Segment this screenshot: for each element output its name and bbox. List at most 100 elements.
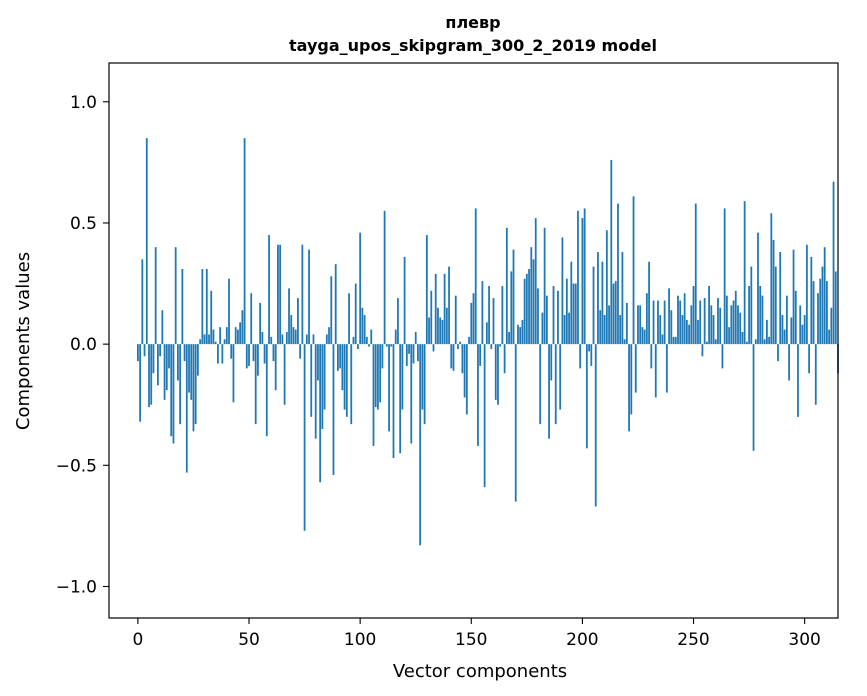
bar xyxy=(403,256,406,345)
bar xyxy=(294,329,297,345)
bar xyxy=(512,249,515,345)
bar xyxy=(337,344,339,371)
bar xyxy=(770,213,773,345)
bar xyxy=(321,344,324,429)
bar xyxy=(343,344,346,410)
bar xyxy=(705,341,708,345)
bar xyxy=(577,210,579,345)
bar xyxy=(717,298,719,345)
bar xyxy=(168,344,170,369)
bar xyxy=(605,230,608,345)
bar xyxy=(312,334,315,345)
bar xyxy=(494,344,497,400)
bar xyxy=(399,344,402,454)
bar xyxy=(625,302,628,345)
bar xyxy=(601,261,604,345)
x-tick-label: 300 xyxy=(788,630,820,650)
bar xyxy=(459,341,462,345)
bar xyxy=(563,315,566,345)
bar xyxy=(681,315,684,345)
bar xyxy=(257,344,259,376)
bar xyxy=(154,247,157,345)
bar xyxy=(152,344,155,374)
bar xyxy=(250,293,253,345)
bar xyxy=(803,315,806,345)
bar xyxy=(683,293,686,345)
bar xyxy=(199,339,202,345)
bar xyxy=(430,290,433,345)
bar xyxy=(583,208,586,345)
bar xyxy=(252,344,255,362)
bar xyxy=(550,344,553,381)
y-tick-label: −0.5 xyxy=(56,456,97,476)
bar xyxy=(792,249,795,345)
bar xyxy=(454,295,457,345)
bar xyxy=(763,339,766,345)
bar xyxy=(419,344,422,546)
bar xyxy=(505,227,508,345)
bar xyxy=(748,285,750,345)
bar xyxy=(228,278,230,345)
bar xyxy=(534,218,537,345)
bar xyxy=(594,344,597,507)
bar xyxy=(663,300,666,345)
bar xyxy=(219,327,222,345)
bar xyxy=(799,305,802,345)
bar xyxy=(679,300,682,345)
bar xyxy=(537,288,539,345)
bar xyxy=(272,344,275,362)
bar xyxy=(819,278,822,345)
bar xyxy=(817,293,819,345)
bar xyxy=(374,344,377,408)
bar xyxy=(568,312,570,345)
bar xyxy=(203,334,206,345)
bar xyxy=(745,341,748,345)
bar xyxy=(634,344,637,393)
bar xyxy=(357,344,359,349)
bar xyxy=(245,344,248,369)
bar xyxy=(488,285,490,345)
bar xyxy=(290,315,293,345)
bar xyxy=(208,334,210,345)
bar xyxy=(425,235,428,345)
bar xyxy=(221,344,224,364)
bar xyxy=(497,344,499,405)
bar xyxy=(661,334,664,345)
bar xyxy=(172,344,175,444)
bar xyxy=(810,256,813,345)
bar xyxy=(510,271,513,345)
bar xyxy=(317,344,319,381)
bar xyxy=(392,344,395,459)
bar xyxy=(674,336,677,345)
bar xyxy=(743,201,746,345)
bar xyxy=(339,344,342,369)
bar xyxy=(806,244,808,345)
bar xyxy=(570,261,573,345)
bar xyxy=(248,344,250,366)
x-tick-label: 250 xyxy=(677,630,709,650)
bar xyxy=(137,344,139,362)
bar xyxy=(439,317,442,345)
x-tick-label: 150 xyxy=(455,630,487,650)
bar xyxy=(552,285,555,345)
bar xyxy=(463,344,466,398)
bar xyxy=(345,344,348,417)
bar xyxy=(165,344,168,391)
bar xyxy=(797,344,799,417)
bar xyxy=(499,344,502,347)
bar xyxy=(370,329,373,345)
bar xyxy=(361,307,364,345)
bar xyxy=(232,344,235,403)
bar xyxy=(365,336,368,345)
bar xyxy=(485,322,488,345)
bar xyxy=(465,344,468,415)
bar xyxy=(288,288,290,345)
bar xyxy=(481,281,484,345)
bar xyxy=(148,344,150,408)
bar xyxy=(363,315,366,345)
bar xyxy=(645,293,648,345)
bar xyxy=(777,344,779,362)
bar xyxy=(277,244,279,345)
bar xyxy=(757,232,759,345)
bar xyxy=(139,344,142,422)
